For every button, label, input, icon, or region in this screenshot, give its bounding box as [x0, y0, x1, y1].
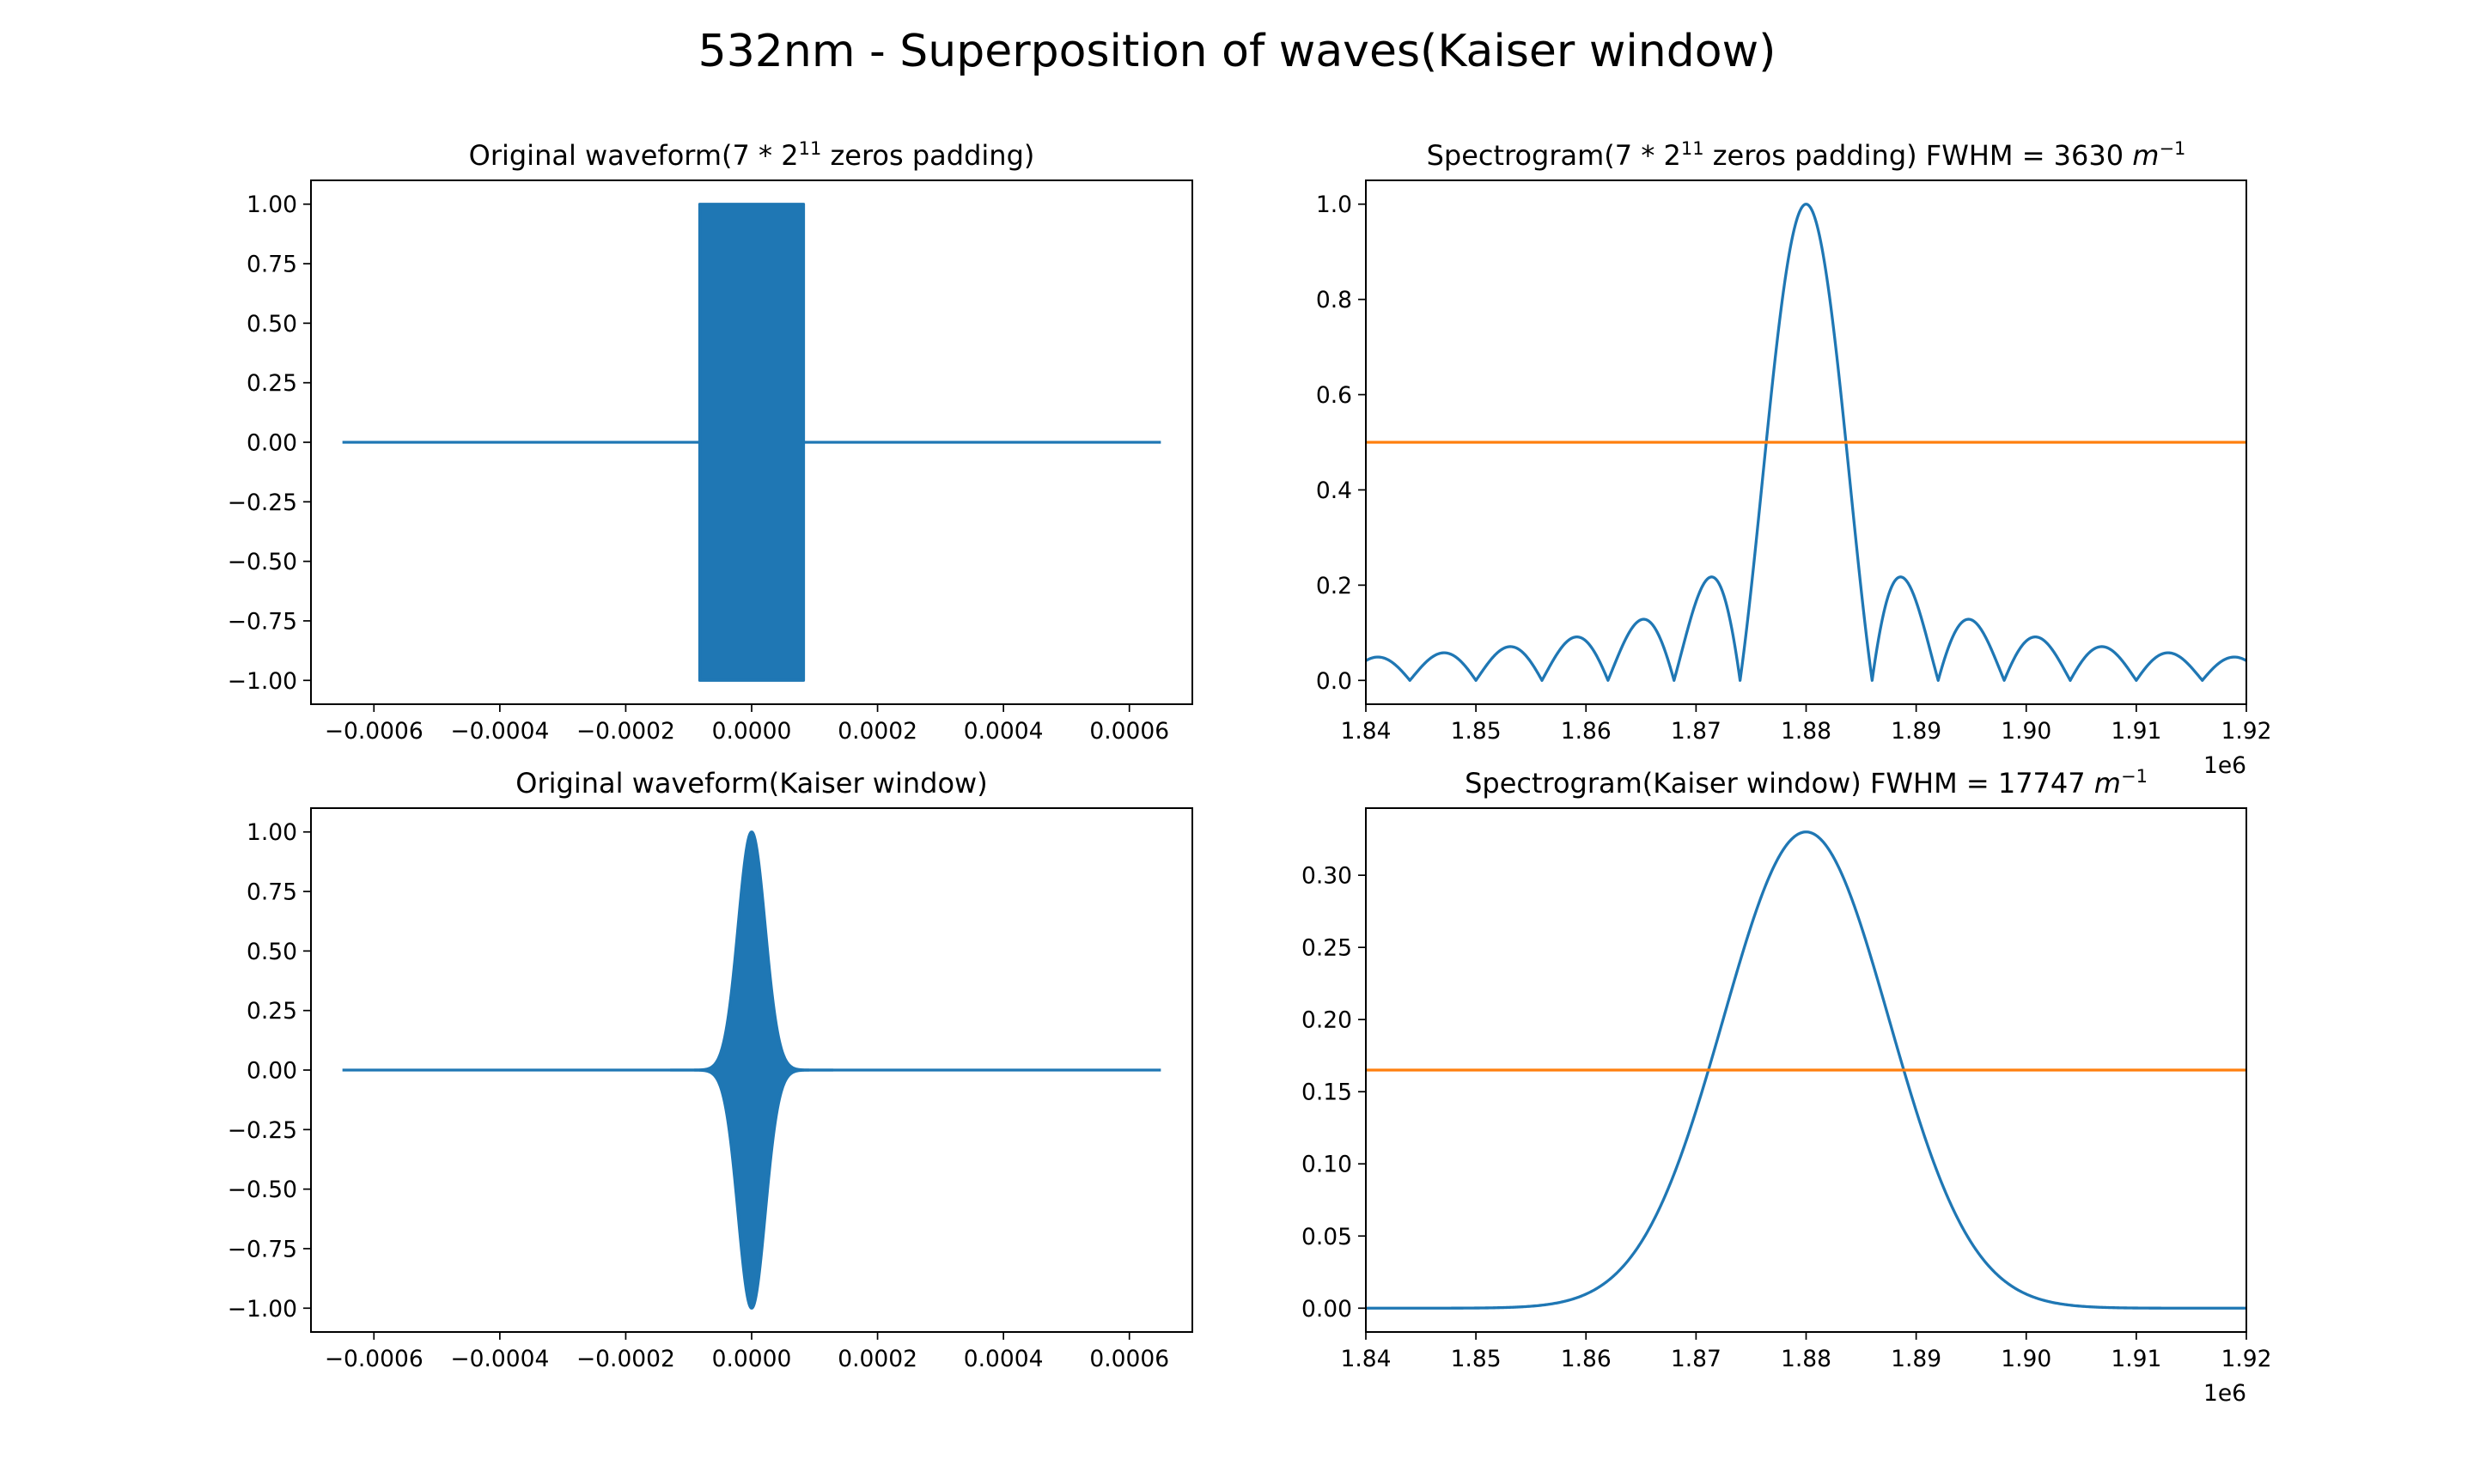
- y-tick-label: 0.25: [247, 998, 297, 1025]
- x-tick-label: 1.84: [1340, 718, 1391, 745]
- y-tick-label: 1.0: [1316, 192, 1352, 218]
- x-tick-label: 1.86: [1561, 718, 1612, 745]
- y-tick-label: 0.25: [1301, 935, 1352, 962]
- y-tick-label: 0.00: [247, 430, 297, 457]
- panel-title: Original waveform(7 * 211 zeros padding): [469, 138, 1035, 172]
- y-tick-label: 0.30: [1301, 863, 1352, 890]
- x-tick-label: 1.89: [1891, 718, 1941, 745]
- x-tick-label: 1.86: [1561, 1346, 1612, 1372]
- y-tick-label: 0.50: [247, 311, 297, 338]
- y-tick-label: 1.00: [247, 192, 297, 218]
- y-tick-label: −1.00: [228, 1296, 297, 1323]
- y-tick-label: 0.10: [1301, 1152, 1352, 1178]
- y-tick-label: −0.75: [228, 608, 297, 635]
- x-tick-label: 1.84: [1340, 1346, 1391, 1372]
- plot-area: [342, 203, 1161, 682]
- x-tick-label: −0.0006: [325, 1346, 424, 1372]
- subplot-grid: Original waveform(7 * 211 zeros padding)…: [228, 138, 2272, 1407]
- spectrum-line: [1366, 203, 2246, 682]
- panel-wave-padding: Original waveform(7 * 211 zeros padding)…: [228, 138, 1193, 745]
- x-tick-label: 1.91: [2111, 718, 2161, 745]
- y-tick-label: 0.75: [247, 879, 297, 906]
- x-tick-label: 1.88: [1781, 1346, 1831, 1372]
- y-tick-label: −0.25: [228, 490, 297, 516]
- y-tick-label: 0.6: [1316, 382, 1352, 409]
- waveform-envelope: [668, 830, 835, 1310]
- y-tick-label: −1.00: [228, 668, 297, 695]
- x-tick-label: 0.0006: [1089, 718, 1169, 745]
- x-tick-label: 0.0002: [838, 718, 917, 745]
- x-tick-label: −0.0004: [450, 718, 549, 745]
- y-tick-label: 0.4: [1316, 477, 1352, 504]
- x-tick-label: 1.85: [1451, 1346, 1502, 1372]
- figure-title: 532nm - Superposition of waves(Kaiser wi…: [698, 26, 1776, 77]
- x-tick-label: 1.85: [1451, 718, 1502, 745]
- panel-spec-kaiser: Spectrogram(Kaiser window) FWHM = 17747 …: [1301, 766, 2272, 1407]
- x-tick-label: 1.92: [2221, 718, 2271, 745]
- x-tick-label: 1.91: [2111, 1346, 2161, 1372]
- y-tick-label: −0.50: [228, 549, 297, 575]
- y-tick-label: 0.25: [247, 370, 297, 397]
- y-tick-label: −0.75: [228, 1236, 297, 1262]
- plot-area: [1366, 830, 2246, 1310]
- x-tick-label: 1.87: [1671, 1346, 1721, 1372]
- x-offset-label: 1e6: [2203, 752, 2246, 779]
- panel-spec-padding: Spectrogram(7 * 211 zeros padding) FWHM …: [1316, 138, 2272, 779]
- waveform-envelope: [698, 203, 806, 682]
- y-tick-label: 0.75: [247, 252, 297, 278]
- x-tick-label: −0.0002: [576, 1346, 675, 1372]
- y-tick-label: 0.00: [1301, 1296, 1352, 1323]
- spectrum-line: [1366, 830, 2246, 1310]
- y-tick-label: 0.00: [247, 1058, 297, 1085]
- x-tick-label: 0.0002: [838, 1346, 917, 1372]
- panel-wave-kaiser: Original waveform(Kaiser window)−0.0006−…: [228, 767, 1193, 1372]
- x-tick-label: 0.0000: [712, 1346, 792, 1372]
- x-tick-label: −0.0004: [450, 1346, 549, 1372]
- x-tick-label: 1.88: [1781, 718, 1831, 745]
- y-tick-label: 0.8: [1316, 287, 1352, 313]
- y-tick-label: −0.50: [228, 1177, 297, 1203]
- x-tick-label: 1.92: [2221, 1346, 2271, 1372]
- y-tick-label: −0.25: [228, 1117, 297, 1144]
- panel-title: Spectrogram(7 * 211 zeros padding) FWHM …: [1427, 138, 2186, 172]
- panel-title: Spectrogram(Kaiser window) FWHM = 17747 …: [1465, 766, 2148, 800]
- x-tick-label: 1.89: [1891, 1346, 1941, 1372]
- x-tick-label: −0.0002: [576, 718, 675, 745]
- plot-area: [1366, 203, 2246, 682]
- plot-area: [342, 830, 1161, 1310]
- x-tick-label: 1.90: [2001, 718, 2051, 745]
- y-tick-label: 0.2: [1316, 573, 1352, 599]
- x-tick-label: 1.87: [1671, 718, 1721, 745]
- x-tick-label: 0.0004: [964, 718, 1044, 745]
- y-tick-label: 0.50: [247, 939, 297, 965]
- x-tick-label: 1.90: [2001, 1346, 2051, 1372]
- x-tick-label: 0.0006: [1089, 1346, 1169, 1372]
- x-tick-label: −0.0006: [325, 718, 424, 745]
- y-tick-label: 1.00: [247, 819, 297, 846]
- x-offset-label: 1e6: [2203, 1380, 2246, 1407]
- y-tick-label: 0.20: [1301, 1007, 1352, 1034]
- panel-title: Original waveform(Kaiser window): [515, 767, 987, 800]
- x-tick-label: 0.0004: [964, 1346, 1044, 1372]
- y-tick-label: 0.05: [1301, 1224, 1352, 1250]
- y-tick-label: 0.0: [1316, 668, 1352, 695]
- x-tick-label: 0.0000: [712, 718, 792, 745]
- y-tick-label: 0.15: [1301, 1080, 1352, 1106]
